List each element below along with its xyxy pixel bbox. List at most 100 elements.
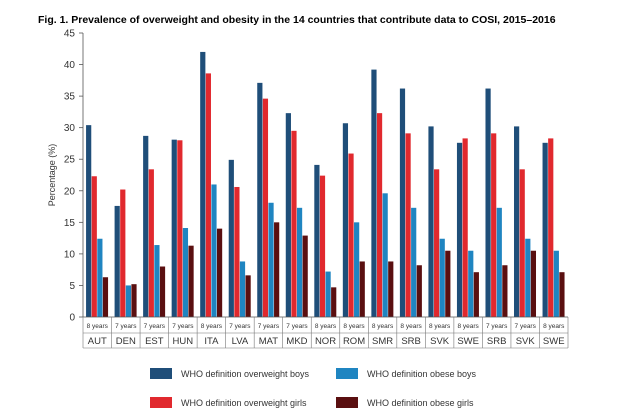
bar-nor-s2	[325, 271, 331, 317]
y-tick-label: 0	[69, 313, 75, 324]
country-label: AUT	[88, 336, 107, 347]
y-tick-label: 40	[64, 60, 76, 71]
country-label: SWE	[457, 336, 479, 347]
country-label: HUN	[173, 336, 194, 347]
country-label: MKD	[286, 336, 307, 347]
bar-mkd-s2	[296, 207, 303, 317]
age-label: 8 years	[201, 323, 223, 330]
age-label: 7 years	[515, 323, 537, 330]
bar-lva-s3	[245, 275, 251, 317]
bar-lva-s0	[228, 159, 234, 317]
country-label: EST	[145, 336, 164, 347]
age-label: 8 years	[372, 323, 394, 330]
bar-srb-s1	[405, 133, 411, 317]
legend-swatch	[150, 368, 172, 379]
bar-svk-s1	[434, 169, 440, 317]
age-label: 7 years	[115, 323, 137, 330]
bar-aut-s3	[102, 277, 109, 317]
age-label: 8 years	[315, 323, 337, 330]
bar-smr-s0	[371, 69, 377, 317]
age-label: 7 years	[258, 323, 280, 330]
y-tick-label: 20	[64, 186, 76, 197]
country-label: MAT	[259, 336, 279, 347]
legend-swatch	[336, 368, 358, 379]
bar-srb-s0	[485, 88, 491, 317]
bar-mat-s2	[268, 202, 274, 317]
bar-srb-s0	[399, 88, 406, 317]
bar-svk-s2	[525, 238, 531, 317]
bar-swe-s1	[462, 138, 468, 317]
age-label: 7 years	[229, 323, 251, 330]
age-label: 8 years	[457, 323, 479, 330]
legend-label: WHO definition overweight girls	[181, 398, 307, 408]
age-label: 7 years	[144, 323, 166, 330]
bar-est-s3	[159, 266, 166, 317]
bar-srb-s3	[502, 265, 508, 317]
bar-nor-s3	[331, 287, 337, 317]
country-label: NOR	[315, 336, 336, 347]
bar-hun-s1	[177, 140, 183, 317]
legend: WHO definition overweight boys WHO defini…	[150, 368, 477, 408]
age-label: 7 years	[286, 323, 308, 330]
bar-swe-s1	[548, 138, 554, 317]
bar-swe-s3	[559, 272, 565, 317]
legend-label: WHO definition overweight boys	[181, 369, 310, 379]
country-label: SRB	[401, 336, 421, 347]
bar-den-s0	[114, 205, 120, 317]
bar-smr-s2	[382, 193, 388, 317]
plot-area: 0 5 10 15 20 25 30 35 40 45 8 years AUT 7 years DEN 7 …	[64, 29, 569, 349]
bar-lva-s1	[234, 186, 240, 317]
y-tick-label: 5	[69, 281, 75, 292]
country-label: SMR	[372, 336, 393, 347]
bar-swe-s0	[456, 142, 463, 317]
bar-lva-s2	[239, 261, 246, 317]
bar-swe-s0	[542, 142, 548, 317]
age-label: 8 years	[543, 323, 565, 330]
bar-swe-s3	[473, 272, 479, 317]
bar-srb-s1	[491, 133, 497, 317]
country-label: SVK	[516, 336, 536, 347]
bar-nor-s0	[314, 164, 320, 317]
y-tick-label: 45	[64, 29, 76, 40]
bar-est-s2	[154, 245, 160, 317]
bar-aut-s1	[91, 176, 97, 317]
legend-label: WHO definition obese boys	[367, 369, 477, 379]
y-tick-label: 35	[64, 92, 76, 103]
bar-svk-s0	[514, 126, 520, 318]
age-label: 7 years	[172, 323, 194, 330]
bar-mat-s1	[262, 98, 269, 317]
bar-est-s0	[143, 135, 149, 317]
bar-aut-s2	[97, 238, 103, 317]
country-label: SWE	[543, 336, 565, 347]
bar-srb-s2	[496, 207, 502, 317]
y-axis-label: Percentage (%)	[47, 144, 57, 207]
bar-den-s3	[131, 284, 137, 317]
bar-rom-s1	[348, 153, 354, 317]
bar-den-s1	[120, 189, 126, 317]
bar-hun-s3	[188, 245, 194, 317]
country-label: LVA	[232, 336, 249, 347]
bar-mat-s3	[274, 222, 280, 317]
bar-svk-s1	[519, 169, 525, 317]
bar-smr-s1	[376, 113, 383, 318]
y-tick-label: 10	[64, 249, 76, 260]
bar-svk-s2	[439, 238, 445, 317]
bar-mat-s0	[257, 82, 263, 317]
y-tick-label: 30	[64, 123, 76, 134]
bar-svk-s3	[530, 250, 537, 317]
bar-est-s1	[148, 169, 154, 317]
country-label: ITA	[204, 336, 219, 347]
bar-rom-s2	[354, 222, 360, 317]
bar-ita-s2	[211, 184, 217, 317]
age-label: 8 years	[343, 323, 365, 330]
y-tick-label: 25	[64, 155, 76, 166]
country-label: SVK	[430, 336, 450, 347]
bar-ita-s3	[216, 228, 223, 317]
bar-hun-s2	[182, 228, 189, 317]
y-tick-label: 15	[64, 218, 76, 229]
legend-swatch	[336, 397, 358, 408]
age-label: 7 years	[486, 323, 508, 330]
country-label: DEN	[116, 336, 136, 347]
bar-rom-s0	[342, 123, 349, 317]
bar-smr-s3	[388, 261, 394, 317]
